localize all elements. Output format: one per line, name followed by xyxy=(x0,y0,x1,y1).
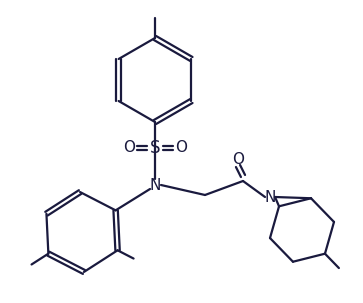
Text: S: S xyxy=(150,139,160,157)
Text: O: O xyxy=(175,141,187,155)
Text: N: N xyxy=(264,189,276,205)
Text: O: O xyxy=(123,141,135,155)
Text: O: O xyxy=(232,152,244,167)
Text: N: N xyxy=(149,178,161,192)
